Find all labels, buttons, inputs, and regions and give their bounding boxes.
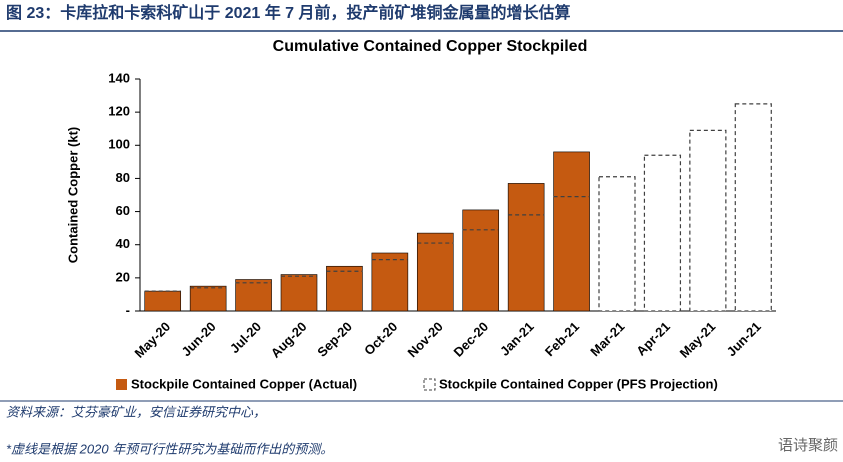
x-tick-label: Jul-20 xyxy=(227,319,264,356)
figure-title: 图 23：卡库拉和卡索科矿山于 2021 年 7 月前，投产前矿堆铜金属量的增长… xyxy=(6,3,571,22)
x-tick-label: Oct-20 xyxy=(361,319,400,358)
x-tick-label: May-21 xyxy=(677,319,719,361)
legend-swatch xyxy=(423,378,436,391)
y-tick-label: 100 xyxy=(108,137,130,152)
note: *虚线是根据 2020 年预可行性研究为基础而作出的预测。 xyxy=(6,441,333,456)
bar xyxy=(235,279,272,312)
bar xyxy=(189,285,227,312)
x-tick-label: Nov-20 xyxy=(405,319,446,360)
y-tick-label: 80 xyxy=(116,170,130,185)
projection-bar xyxy=(734,103,772,312)
bar xyxy=(553,151,590,312)
bar xyxy=(462,209,500,312)
bar xyxy=(326,265,363,312)
x-tick-label: Feb-21 xyxy=(542,319,582,359)
x-tick-label: May-20 xyxy=(131,319,173,361)
x-tick-label: Apr-21 xyxy=(633,319,673,359)
y-tick-label: 120 xyxy=(108,104,130,119)
x-tick-label: Sep-20 xyxy=(314,319,355,360)
bar xyxy=(280,274,318,312)
y-tick-label: 60 xyxy=(116,203,130,218)
x-tick-label: Jun-20 xyxy=(178,319,218,359)
legend-swatch xyxy=(116,379,127,390)
watermark: 语诗聚颜 xyxy=(778,437,838,454)
bar xyxy=(416,232,454,312)
projection-bar xyxy=(598,176,636,312)
y-tick-label: - xyxy=(126,302,130,317)
x-tick-label: Dec-20 xyxy=(451,319,492,360)
x-tick-label: Mar-21 xyxy=(587,319,627,359)
y-axis-title: Contained Copper (kt) xyxy=(65,127,80,264)
source: 资料来源：艾芬豪矿业，安信证券研究中心， xyxy=(6,404,266,419)
x-tick-label: Jun-21 xyxy=(724,319,764,359)
x-tick-label: Aug-20 xyxy=(268,319,310,361)
projection-bar xyxy=(643,154,682,312)
projection-bar xyxy=(689,129,727,312)
y-tick-label: 140 xyxy=(108,70,130,85)
legend-label: Stockpile Contained Copper (Actual) xyxy=(131,376,357,391)
bar xyxy=(144,290,182,312)
bar xyxy=(371,252,409,312)
legend-label: Stockpile Contained Copper (PFS Projecti… xyxy=(439,376,718,391)
x-tick-label: Jan-21 xyxy=(497,319,537,359)
y-tick-label: 20 xyxy=(116,269,130,284)
chart-title: Cumulative Contained Copper Stockpiled xyxy=(273,38,588,55)
bar xyxy=(507,183,545,312)
y-tick-label: 40 xyxy=(116,236,130,251)
